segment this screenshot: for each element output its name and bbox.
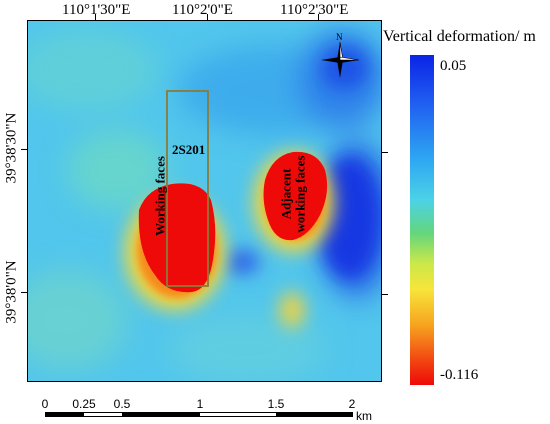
scale-unit: km — [356, 409, 372, 423]
colorbar — [410, 55, 434, 385]
deformation-map — [27, 20, 382, 382]
lon-label-3: 110°2'30"E — [280, 2, 349, 18]
scale-bar — [45, 412, 353, 417]
scale-label-15: 1.5 — [267, 397, 285, 411]
colorbar-max-label: 0.05 — [440, 58, 467, 74]
scale-label-2: 2 — [348, 397, 356, 411]
panel-2s201-label: 2S201 — [172, 142, 206, 157]
adjacent-label-line1: Adjacent — [278, 168, 294, 220]
panel-2s201-outline — [166, 90, 209, 287]
scale-label-025: 0.25 — [72, 397, 96, 411]
lat-label-2: 39°38'0"N — [3, 260, 20, 324]
working-faces-label: Working faces — [152, 156, 168, 236]
north-label: N — [336, 32, 343, 42]
legend-title: Vertical deformation/ m — [383, 28, 536, 45]
colorbar-min-label: -0.116 — [440, 367, 479, 383]
scale-label-05: 0.5 — [113, 397, 131, 411]
scale-label-0: 0 — [41, 397, 49, 411]
lon-label-1: 110°1'30"E — [62, 2, 131, 18]
lat-label-1: 39°38'30"N — [3, 112, 20, 184]
scale-label-1: 1 — [196, 397, 204, 411]
adjacent-label-line2: working faces — [292, 155, 308, 233]
lon-label-2: 110°2'0"E — [172, 2, 233, 18]
north-arrow-icon — [321, 41, 360, 78]
